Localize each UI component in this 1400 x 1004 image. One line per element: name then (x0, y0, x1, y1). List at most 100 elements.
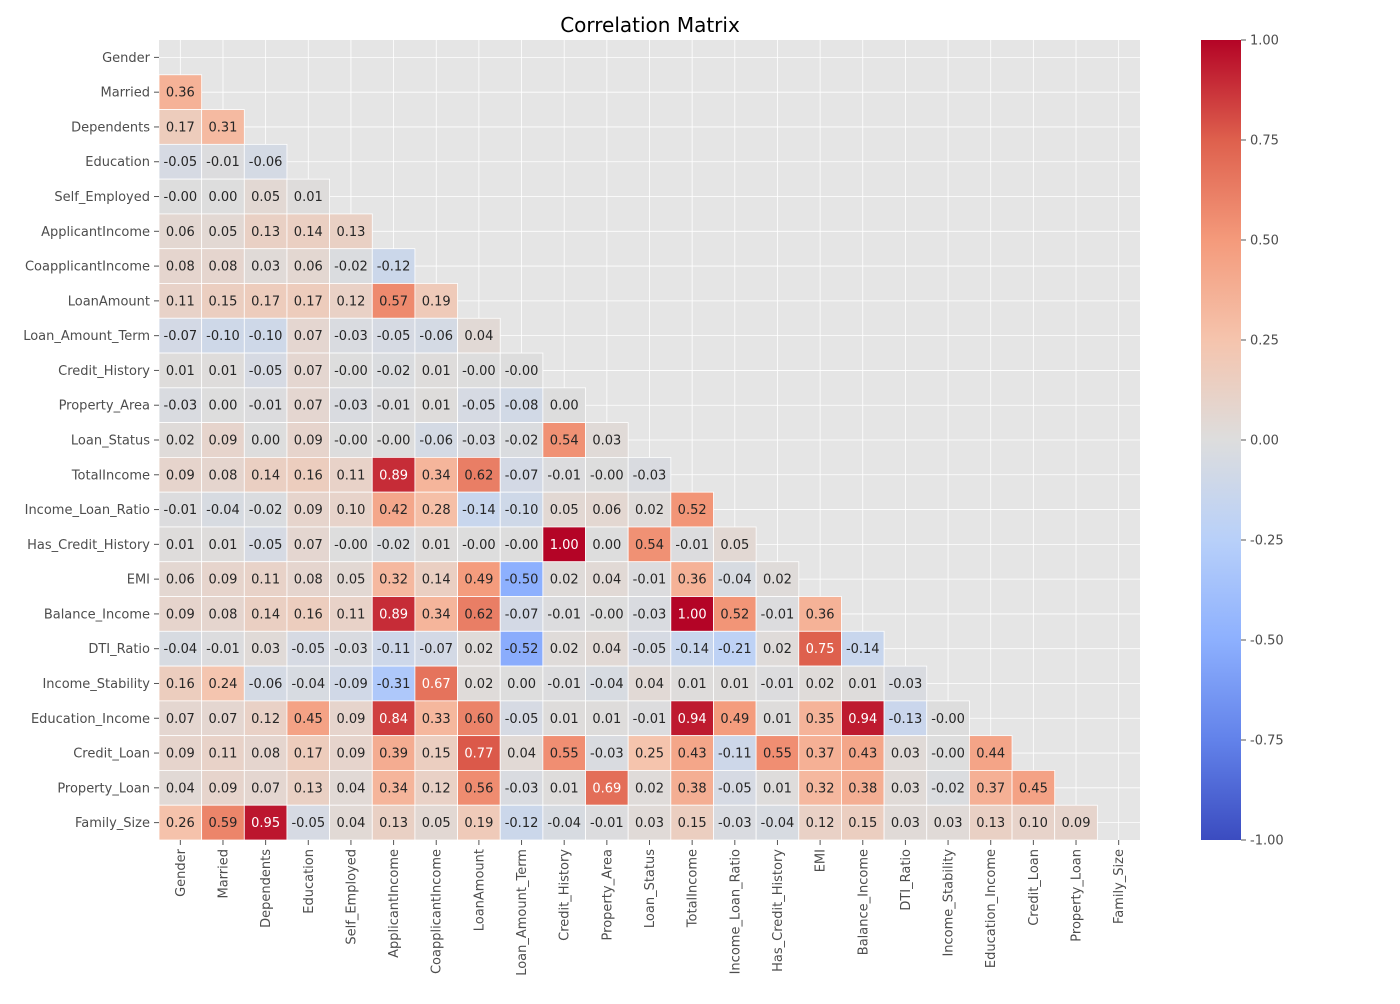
heatmap-cell-value: 0.15 (848, 816, 877, 831)
heatmap-cell-rect (329, 630, 373, 667)
heatmap-cell: -0.52 (499, 630, 544, 667)
heatmap-cell-value: 0.17 (294, 747, 323, 762)
heatmap-cell: -0.01 (627, 700, 672, 737)
heatmap-cell-rect (627, 630, 672, 667)
heatmap-cell-rect (371, 700, 416, 737)
heatmap-cell: 0.77 (457, 735, 501, 771)
heatmap-cell-value: -0.02 (377, 538, 411, 553)
heatmap-cell: 0.36 (158, 74, 203, 110)
heatmap-cell-value: -0.50 (505, 573, 539, 588)
heatmap-cell: 0.03 (883, 735, 928, 771)
heatmap-cell-rect (286, 248, 331, 284)
heatmap-cell-rect (542, 804, 586, 841)
heatmap-cell: -0.00 (457, 526, 501, 563)
heatmap-cell-rect (371, 491, 416, 528)
heatmap-cell-value: 0.07 (209, 712, 238, 727)
heatmap-cell-rect (243, 804, 288, 841)
heatmap-cell: -0.03 (499, 770, 544, 806)
heatmap-cell: -0.07 (158, 317, 203, 354)
heatmap-cell-value: 0.01 (166, 364, 195, 379)
heatmap-cell-rect (371, 422, 416, 458)
colorbar-tick-label: 0.25 (1250, 334, 1279, 349)
heatmap-cell: -0.13 (883, 700, 928, 737)
heatmap-cell-rect (286, 665, 331, 702)
heatmap-cell-value: -0.01 (547, 677, 581, 692)
heatmap-cell: -0.02 (243, 491, 288, 528)
heatmap-cell: -0.03 (883, 665, 928, 702)
heatmap-cell: 0.28 (414, 491, 458, 528)
heatmap-cell: -0.04 (201, 491, 245, 528)
heatmap-cell: 0.08 (201, 456, 245, 493)
heatmap-cell-value: -0.05 (249, 538, 283, 553)
heatmap-cell-value: 0.03 (934, 816, 963, 831)
heatmap-cell: 0.67 (414, 665, 458, 702)
heatmap-cell-value: 0.03 (635, 816, 664, 831)
heatmap-cell-rect (329, 317, 373, 354)
heatmap-cell: 0.34 (414, 456, 458, 493)
heatmap-cell-rect (286, 178, 331, 215)
heatmap-cell-value: -0.04 (164, 642, 198, 657)
heatmap-cell: 0.12 (798, 804, 842, 841)
heatmap-cell-rect (755, 804, 800, 841)
colorbar-tick-label: -1.00 (1250, 834, 1284, 849)
heatmap-cell: 0.09 (201, 770, 245, 806)
heatmap-cell-rect (329, 770, 373, 806)
heatmap-cell: 0.07 (201, 700, 245, 737)
heatmap-cell: -0.50 (499, 561, 544, 597)
heatmap-cell: -0.10 (499, 491, 544, 528)
y-tick-label: Family_Size (75, 816, 150, 831)
x-tick-label: Balance_Income (856, 849, 871, 955)
chart-title: Correlation Matrix (560, 13, 740, 37)
heatmap-cell-value: 0.07 (251, 781, 280, 796)
heatmap-cell-value: -0.04 (718, 573, 752, 588)
heatmap-cell-value: 0.03 (251, 642, 280, 657)
heatmap-cell-value: 0.38 (848, 781, 877, 796)
heatmap-cell: 0.62 (457, 596, 501, 632)
x-tick-label: Education (302, 849, 317, 914)
heatmap-cell-rect (841, 770, 885, 806)
heatmap-cell-rect (201, 561, 245, 597)
heatmap-cell: 0.01 (158, 352, 203, 389)
heatmap-cell-rect (542, 735, 586, 771)
heatmap-cell-value: 0.09 (336, 712, 365, 727)
heatmap-cell: 0.01 (841, 665, 885, 702)
heatmap-cell-value: -0.31 (377, 677, 411, 692)
heatmap-cell-value: -0.00 (334, 434, 368, 449)
heatmap-cell-rect (158, 526, 203, 563)
heatmap-cell: 0.75 (798, 630, 842, 667)
heatmap-cell: -0.09 (329, 665, 373, 702)
heatmap-cell: 0.57 (371, 283, 416, 319)
heatmap-cell: -0.00 (329, 422, 373, 458)
heatmap-cell-value: -0.01 (590, 816, 624, 831)
heatmap-cell: 0.17 (286, 283, 331, 319)
heatmap-cell-value: -0.01 (547, 468, 581, 483)
heatmap-cell-value: -0.05 (718, 781, 752, 796)
heatmap-cell-value: 0.33 (422, 712, 451, 727)
heatmap-cell-rect (201, 143, 245, 180)
heatmap-cell: 0.04 (585, 630, 629, 667)
heatmap-cell-value: 0.14 (251, 607, 280, 622)
heatmap-cell-value: 0.00 (592, 538, 621, 553)
heatmap-cell: 0.94 (670, 700, 714, 737)
heatmap-cell-rect (243, 213, 288, 250)
heatmap-cell-value: -0.03 (334, 399, 368, 414)
heatmap-cell-rect (542, 387, 586, 424)
heatmap-cell-rect (968, 804, 1013, 841)
heatmap-cell-value: 0.01 (763, 712, 792, 727)
heatmap-cell: 0.01 (670, 665, 714, 702)
heatmap-cell-value: 0.36 (806, 607, 835, 622)
heatmap-cell-value: -0.03 (889, 677, 923, 692)
heatmap-cell: 0.24 (201, 665, 245, 702)
heatmap-cell: -0.03 (627, 456, 672, 493)
heatmap-cell-value: 0.55 (550, 747, 579, 762)
heatmap-cell: -0.05 (158, 143, 203, 180)
heatmap-cell-rect (542, 630, 586, 667)
heatmap-cell: 0.08 (201, 248, 245, 284)
heatmap-cell-value: -0.10 (249, 329, 283, 344)
heatmap-cell: 0.07 (158, 700, 203, 737)
heatmap-cell-value: -0.04 (206, 503, 240, 518)
heatmap-cell: -0.07 (414, 630, 458, 667)
heatmap-cell: 0.95 (243, 804, 288, 841)
y-tick-label: Education (85, 155, 150, 170)
heatmap-cell: -0.14 (670, 630, 714, 667)
